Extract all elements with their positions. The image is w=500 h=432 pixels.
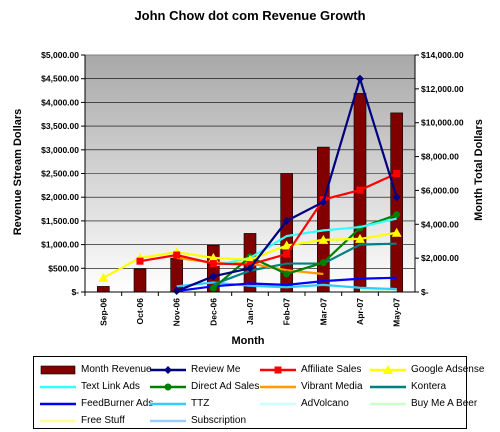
data-point bbox=[393, 170, 401, 177]
y2-tick-label: $- bbox=[421, 287, 429, 297]
legend-swatch bbox=[40, 365, 76, 375]
data-point bbox=[164, 366, 172, 374]
legend: Month Revenue Review Me Affiliate Sales Goo… bbox=[33, 356, 484, 429]
data-point bbox=[319, 197, 328, 206]
data-point bbox=[209, 284, 217, 292]
bar bbox=[390, 112, 403, 293]
y2-tick-label: $6,000.00 bbox=[421, 185, 459, 195]
x-tick-label: Mar-07 bbox=[318, 298, 328, 326]
y-tick-label: $4,000.00 bbox=[41, 97, 79, 107]
y-tick-label: $3,000.00 bbox=[41, 145, 79, 155]
y-tick-label: $4,500.00 bbox=[41, 74, 79, 84]
legend-label: Buy Me A Beer bbox=[411, 398, 478, 409]
data-point bbox=[274, 366, 282, 374]
y-tick-label: $5,000.00 bbox=[41, 50, 79, 60]
series-line bbox=[176, 281, 397, 291]
legend-label: Vibrant Media bbox=[301, 381, 363, 392]
x-axis-label: Month bbox=[232, 335, 265, 347]
data-point bbox=[98, 272, 109, 282]
y-axis-label: Revenue Stream Dollars bbox=[12, 109, 24, 236]
data-point bbox=[173, 251, 181, 259]
legend-swatch bbox=[260, 385, 296, 389]
y2-tick-label: $8,000.00 bbox=[421, 152, 459, 162]
data-point bbox=[355, 233, 365, 243]
legend-label: FeedBurner Ads bbox=[81, 398, 154, 409]
bar bbox=[133, 268, 147, 293]
legend-label: AdVolcano bbox=[301, 398, 349, 409]
y-tick-label: $2,000.00 bbox=[41, 192, 79, 202]
data-point bbox=[392, 193, 401, 202]
legend-label: Kontera bbox=[411, 381, 447, 392]
legend-label: Subscription bbox=[191, 415, 247, 426]
data-point bbox=[283, 250, 291, 258]
y2-tick-label: $4,000.00 bbox=[421, 219, 459, 229]
legend-swatch bbox=[370, 402, 406, 406]
x-tick-label: May-07 bbox=[392, 298, 402, 327]
y-tick-label: $2,500.00 bbox=[41, 169, 79, 179]
legend-swatch bbox=[260, 366, 296, 374]
data-point bbox=[209, 272, 218, 281]
data-point bbox=[319, 259, 327, 267]
legend-label: Google Adsense bbox=[411, 364, 485, 375]
x-tick-label: Oct-06 bbox=[135, 298, 145, 325]
data-point bbox=[172, 287, 181, 296]
y2-tick-label: $2,000.00 bbox=[421, 253, 459, 263]
data-point bbox=[246, 264, 254, 273]
data-point bbox=[282, 216, 291, 225]
data-point bbox=[209, 260, 217, 268]
y2-tick-label: $10,000.00 bbox=[421, 118, 464, 128]
legend-swatch bbox=[150, 366, 186, 374]
legend-swatch bbox=[40, 419, 76, 423]
legend-bar-swatch bbox=[40, 365, 76, 375]
data-point bbox=[383, 365, 393, 374]
data-point bbox=[356, 186, 364, 194]
legend-swatch bbox=[40, 402, 76, 406]
line-series bbox=[98, 74, 402, 296]
x-tick-label: Jan-07 bbox=[245, 298, 255, 325]
y-tick-label: $1,500.00 bbox=[41, 216, 79, 226]
data-point bbox=[393, 211, 401, 219]
legend-swatch bbox=[40, 385, 76, 389]
legend-swatch bbox=[150, 402, 186, 406]
x-tick-label: Nov-06 bbox=[172, 298, 182, 327]
legend-label: Review Me bbox=[191, 364, 241, 375]
data-point bbox=[318, 234, 329, 244]
legend-swatch bbox=[370, 385, 406, 389]
data-point bbox=[208, 252, 219, 262]
x-tick-label: Apr-07 bbox=[355, 298, 365, 325]
y2-tick-label: $12,000.00 bbox=[421, 84, 464, 94]
legend-label: TTZ bbox=[191, 398, 210, 409]
data-point bbox=[283, 270, 291, 278]
legend-swatch bbox=[150, 383, 186, 391]
bar bbox=[97, 286, 110, 293]
x-tick-label: Dec-06 bbox=[208, 298, 218, 326]
x-tick-label: Sep-06 bbox=[98, 298, 108, 326]
legend-label: Free Stuff bbox=[81, 415, 125, 426]
data-point bbox=[164, 383, 172, 391]
y2-axis-label: Month Total Dollars bbox=[473, 119, 485, 221]
y-tick-label: $- bbox=[71, 287, 79, 297]
legend-label: Month Revenue bbox=[81, 364, 152, 375]
series-line bbox=[212, 242, 397, 286]
data-point bbox=[356, 74, 364, 83]
y-tick-label: $1,000.00 bbox=[41, 240, 79, 250]
x-tick-label: Feb-07 bbox=[282, 298, 292, 326]
chart-title: John Chow dot com Revenue Growth bbox=[134, 8, 366, 23]
series-line bbox=[139, 172, 398, 266]
axes: $- $500.00 $1,000.00 $1,500.00 $2,000.00 $2,5… bbox=[41, 50, 464, 327]
y-tick-label: $3,500.00 bbox=[41, 121, 79, 131]
data-point bbox=[281, 240, 292, 250]
y-tick-label: $500.00 bbox=[48, 263, 79, 273]
y2-tick-label: $14,000.00 bbox=[421, 50, 464, 60]
bar bbox=[317, 146, 330, 293]
legend-label: Text Link Ads bbox=[81, 381, 140, 392]
legend-label: Direct Ad Sales bbox=[191, 381, 260, 392]
legend-label: Affiliate Sales bbox=[301, 364, 362, 375]
data-point bbox=[136, 257, 144, 265]
legend-swatch bbox=[150, 419, 186, 423]
legend-swatch bbox=[370, 365, 406, 374]
legend-swatch bbox=[260, 402, 296, 406]
data-point bbox=[391, 227, 402, 237]
